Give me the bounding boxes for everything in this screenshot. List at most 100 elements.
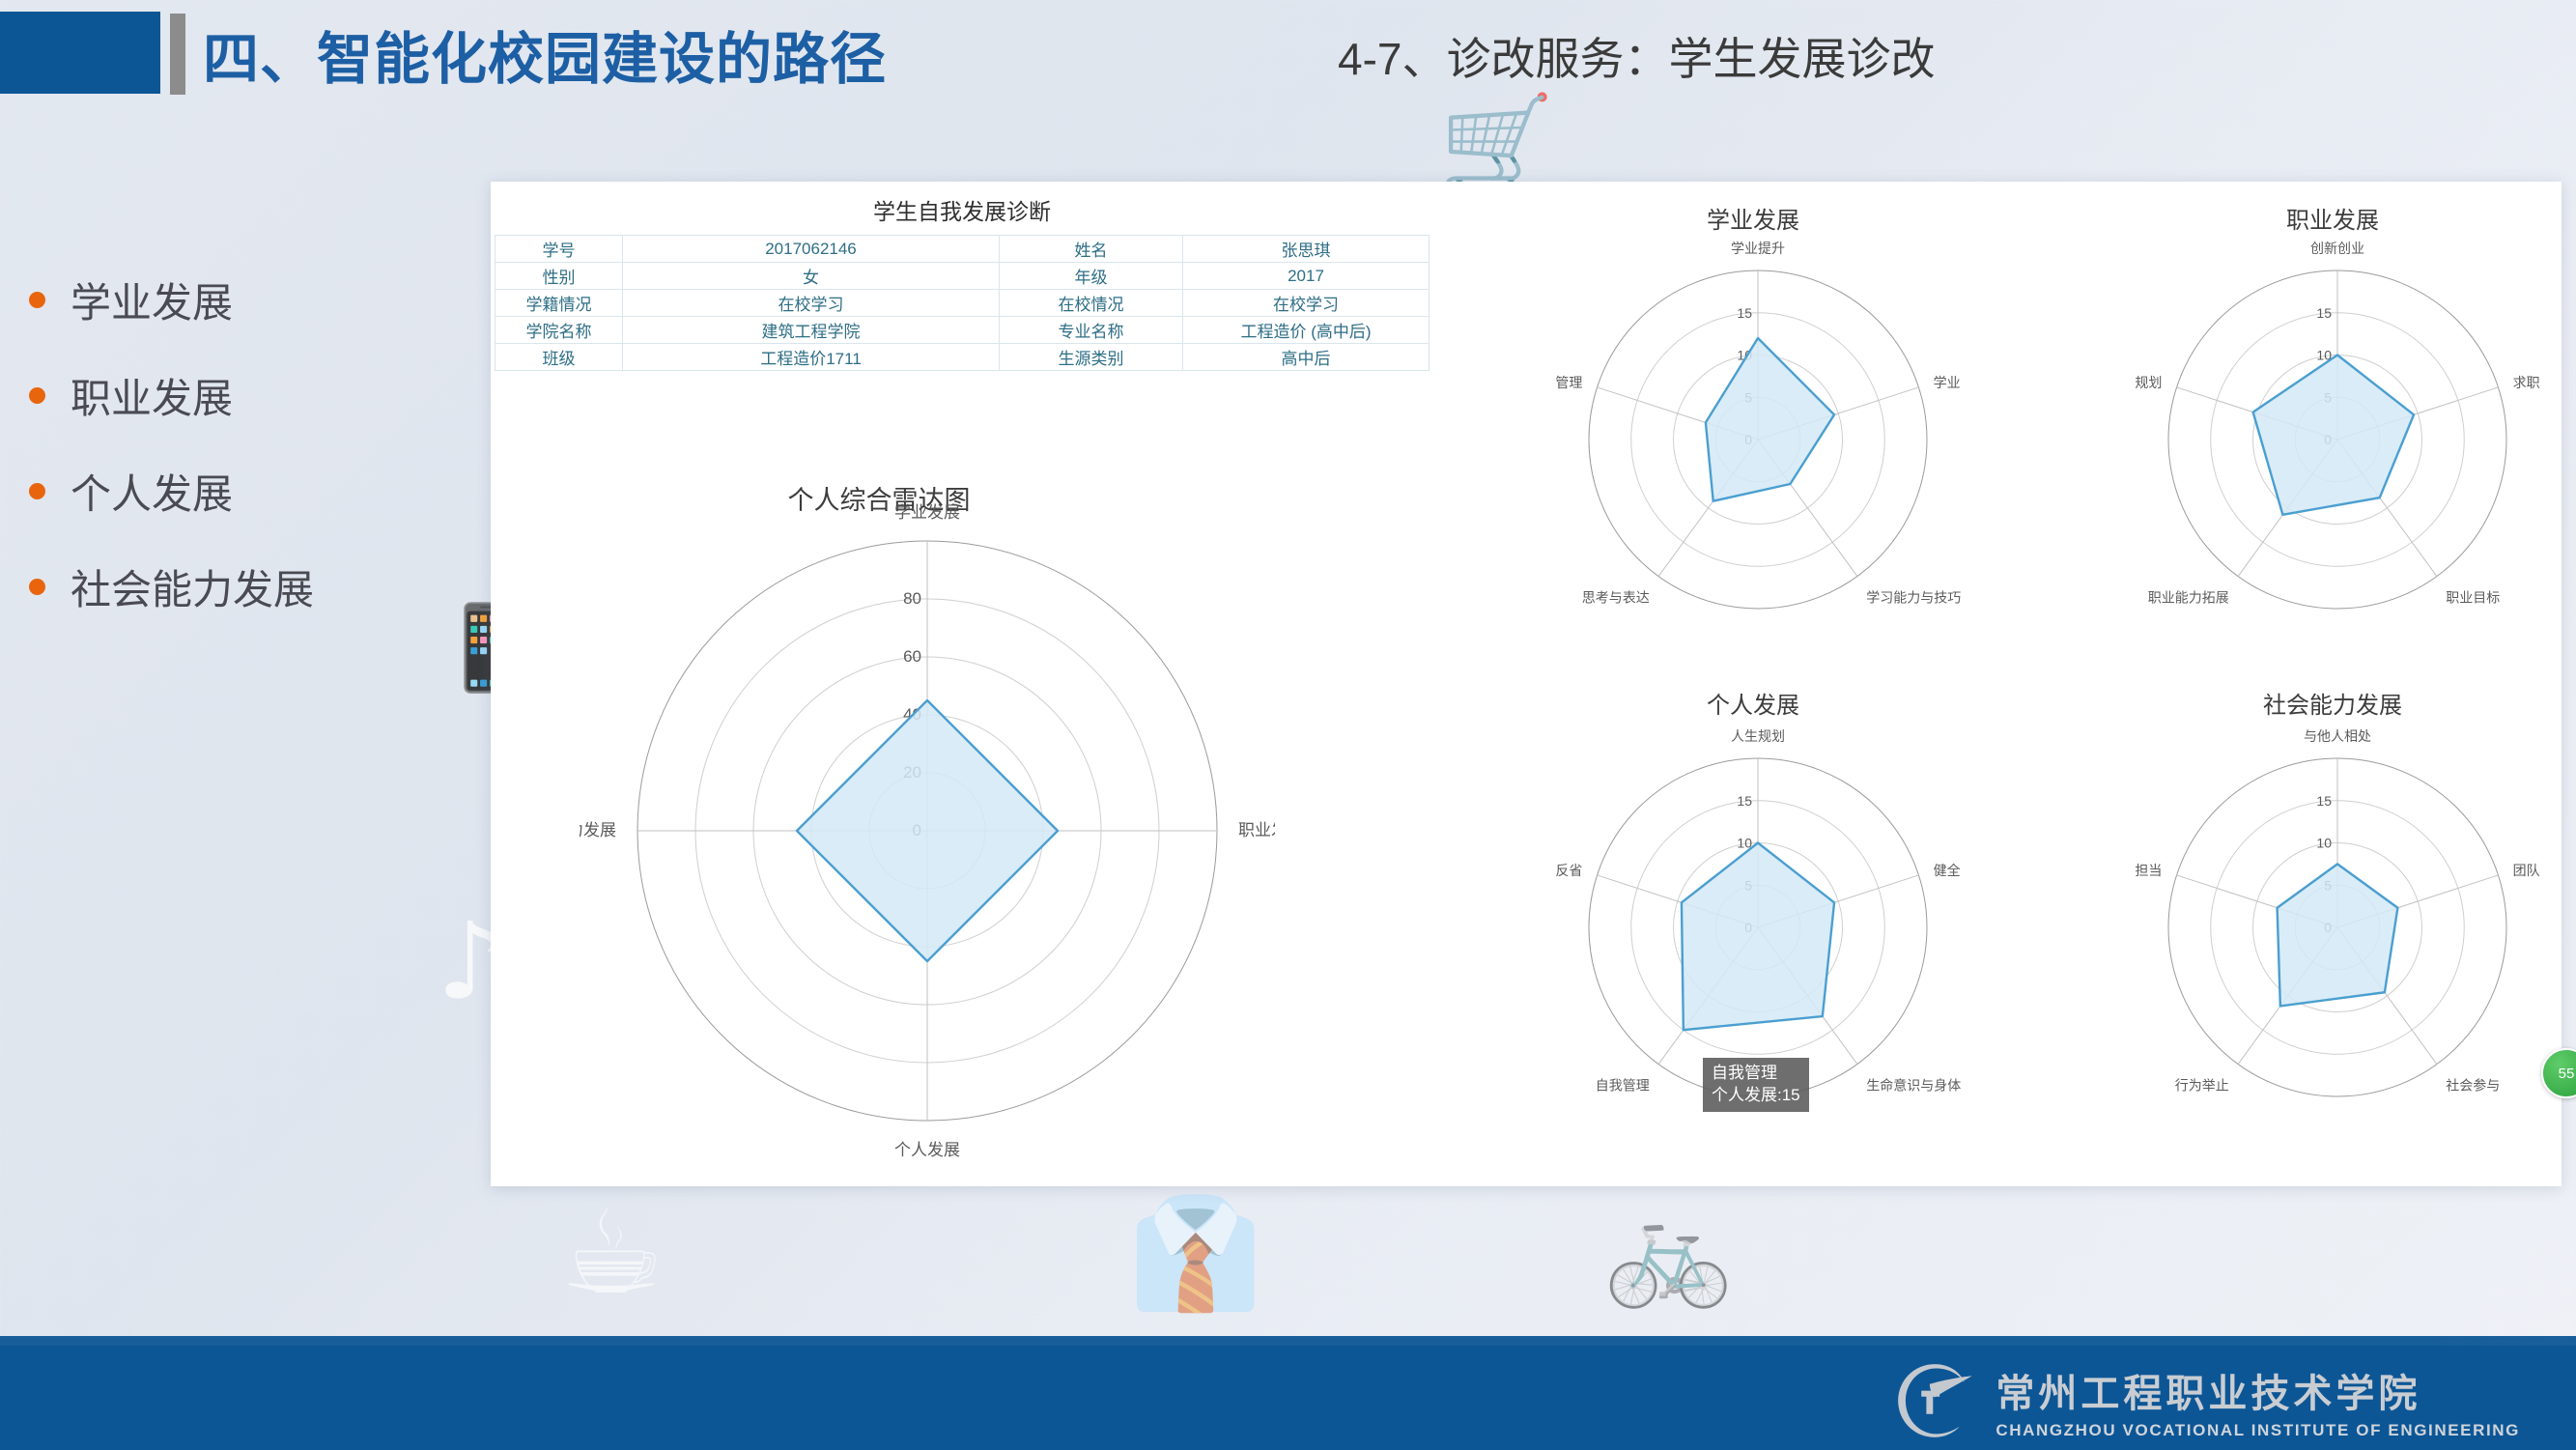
logo-name-en: CHANGZHOU VOCATIONAL INSTITUTE OF ENGINE… <box>1996 1420 2520 1439</box>
svg-text:60: 60 <box>903 647 921 666</box>
chart-tooltip: 自我管理 个人发展:15 <box>1703 1058 1809 1112</box>
bullet-dot-icon <box>29 579 45 595</box>
status-badge[interactable]: 55 <box>2541 1048 2576 1098</box>
tie-watermark-icon: 👔 <box>1128 1191 1263 1317</box>
table-cell-value: 工程造价1711 <box>622 343 1000 371</box>
logo-mark-icon <box>1898 1364 1973 1437</box>
footer-divider <box>0 1336 2576 1346</box>
svg-text:职业能力拓展: 职业能力拓展 <box>2148 590 2229 606</box>
header-accent-block <box>0 12 160 94</box>
header-accent-bar <box>170 14 185 95</box>
svg-text:15: 15 <box>2316 305 2332 321</box>
page-title: 四、智能化校园建设的路径 <box>203 28 888 91</box>
svg-text:职业目标: 职业目标 <box>2446 590 2500 606</box>
table-cell-key: 学院名称 <box>495 316 623 344</box>
bullet-item-career: 职业发展 <box>29 366 435 425</box>
svg-text:10: 10 <box>2316 836 2332 851</box>
institution-logo: 常州工程职业技术学院 CHANGZHOU VOCATIONAL INSTITUT… <box>1893 1359 2520 1442</box>
svg-text:个人发展: 个人发展 <box>894 1141 960 1159</box>
svg-text:学业提升: 学业提升 <box>1731 241 1785 256</box>
table-cell-value: 女 <box>622 262 1000 290</box>
bullet-item-academic: 学业发展 <box>29 270 435 329</box>
footer-bar: 常州工程职业技术学院 CHANGZHOU VOCATIONAL INSTITUT… <box>0 1346 2576 1450</box>
bullet-label: 社会能力发展 <box>71 567 315 612</box>
chart-title-academic: 学业发展 <box>1707 208 1799 234</box>
table-cell-value: 高中后 <box>1182 343 1430 371</box>
bicycle-watermark-icon: 🚲 <box>1603 1191 1734 1312</box>
table-row: 学院名称 建筑工程学院 专业名称 工程造价 (高中后) <box>495 316 1430 344</box>
table-cell-key: 年级 <box>999 262 1183 290</box>
table-cell-value: 工程造价 (高中后) <box>1182 316 1430 344</box>
table-cell-value: 张思琪 <box>1182 235 1430 263</box>
table-row: 学号 2017062146 姓名 张思琪 <box>495 235 1430 263</box>
svg-text:责任担当: 责任担当 <box>2135 863 2162 878</box>
table-cell-key: 学号 <box>495 235 623 263</box>
chart-title-career: 职业发展 <box>2286 208 2379 234</box>
svg-text:时间管理: 时间管理 <box>1555 375 1582 390</box>
svg-text:生命意识与身体健康: 生命意识与身体健康 <box>1866 1078 1961 1094</box>
table-cell-key: 在校情况 <box>999 289 1183 317</box>
svg-text:求职与发展: 求职与发展 <box>2513 375 2540 390</box>
svg-text:社会参与: 社会参与 <box>2446 1078 2500 1094</box>
svg-text:10: 10 <box>1737 836 1752 851</box>
svg-text:学业发展: 学业发展 <box>894 503 960 522</box>
radar-chart-overall: 020406080学业发展职业发展个人发展社会能力发展 <box>580 503 1275 1159</box>
chart-title-personal: 个人发展 <box>1707 693 1799 719</box>
svg-text:团队协作: 团队协作 <box>2513 863 2540 878</box>
svg-text:15: 15 <box>2316 793 2332 809</box>
tooltip-value-label: 个人发展:15 <box>1712 1085 1800 1104</box>
svg-text:创新创业: 创新创业 <box>2310 241 2364 256</box>
bullet-label: 职业发展 <box>71 376 234 421</box>
svg-text:行为举止: 行为举止 <box>2175 1078 2229 1094</box>
svg-text:思考与表达: 思考与表达 <box>1582 590 1650 606</box>
table-cell-value: 2017 <box>1182 262 1430 290</box>
radar-chart-academic: 051015学业提升学业目标学习能力与技巧思考与表达时间管理 <box>1555 241 1961 610</box>
bullet-dot-icon <box>29 387 45 404</box>
table-cell-value: 在校学习 <box>622 289 1000 317</box>
table-cell-value: 在校学习 <box>1182 289 1430 317</box>
table-cell-key: 生源类别 <box>999 343 1183 371</box>
table-cell-key: 姓名 <box>999 235 1183 263</box>
svg-text:学习能力与技巧: 学习能力与技巧 <box>1866 590 1961 606</box>
student-info-table: 学号 2017062146 姓名 张思琪 性别 女 年级 2017 学籍情况 在… <box>495 235 1430 371</box>
svg-text:社会能力发展: 社会能力发展 <box>580 821 616 839</box>
page-subtitle: 4-7、诊改服务：学生发展诊改 <box>1338 34 1936 84</box>
table-row: 班级 工程造价1711 生源类别 高中后 <box>495 343 1430 371</box>
bullet-label: 学业发展 <box>71 280 234 326</box>
svg-text:职业规划: 职业规划 <box>2135 375 2162 390</box>
svg-text:15: 15 <box>1737 305 1752 321</box>
svg-text:职业发展: 职业发展 <box>1238 821 1275 839</box>
table-cell-value: 建筑工程学院 <box>622 316 1000 344</box>
table-cell-key: 专业名称 <box>999 316 1183 344</box>
radar-chart-social: 051015与他人相处团队协作社会参与行为举止责任担当 <box>2135 728 2540 1097</box>
radar-chart-career: 051015创新创业求职与发展职业目标职业能力拓展职业规划 <box>2135 241 2540 610</box>
bullet-item-social: 社会能力发展 <box>29 557 435 616</box>
logo-name-cn: 常州工程职业技术学院 <box>1996 1371 2421 1416</box>
tooltip-axis-label: 自我管理 <box>1712 1064 1777 1082</box>
table-row: 学籍情况 在校学习 在校情况 在校学习 <box>495 289 1430 317</box>
chart-title-social: 社会能力发展 <box>2263 693 2402 719</box>
table-row: 性别 女 年级 2017 <box>495 262 1430 290</box>
svg-text:10: 10 <box>2316 348 2332 363</box>
table-cell-key: 学籍情况 <box>495 289 623 317</box>
radar-chart-personal: 051015人生规划健全人格生命意识与身体健康自我管理自我认识与反省 <box>1555 728 1961 1097</box>
svg-text:学业目标: 学业目标 <box>1934 375 1961 390</box>
chart-title-overall: 个人综合雷达图 <box>787 486 971 515</box>
shopping-cart-watermark-icon: 🛒 <box>1439 89 1555 197</box>
svg-text:健全人格: 健全人格 <box>1934 863 1961 878</box>
bullet-dot-icon <box>29 483 45 499</box>
svg-text:15: 15 <box>1737 793 1752 809</box>
student-info-title: 学生自我发展诊断 <box>873 199 1051 224</box>
table-cell-key: 性别 <box>495 262 623 290</box>
logo-text: 常州工程职业技术学院 CHANGZHOU VOCATIONAL INSTITUT… <box>1996 1362 2520 1440</box>
student-info-block: 学生自我发展诊断 学号 2017062146 姓名 张思琪 性别 女 年级 20… <box>495 185 1430 371</box>
topic-bullet-list: 学业发展 职业发展 个人发展 社会能力发展 <box>29 270 435 653</box>
svg-text:80: 80 <box>903 589 921 608</box>
bullet-label: 个人发展 <box>71 471 234 517</box>
table-cell-key: 班级 <box>495 343 623 371</box>
svg-text:自我管理: 自我管理 <box>1596 1078 1650 1094</box>
svg-text:自我认识与反省: 自我认识与反省 <box>1555 863 1582 878</box>
coffee-watermark-icon: ☕ <box>560 1186 665 1321</box>
svg-text:人生规划: 人生规划 <box>1731 728 1785 744</box>
bullet-item-personal: 个人发展 <box>29 462 435 521</box>
